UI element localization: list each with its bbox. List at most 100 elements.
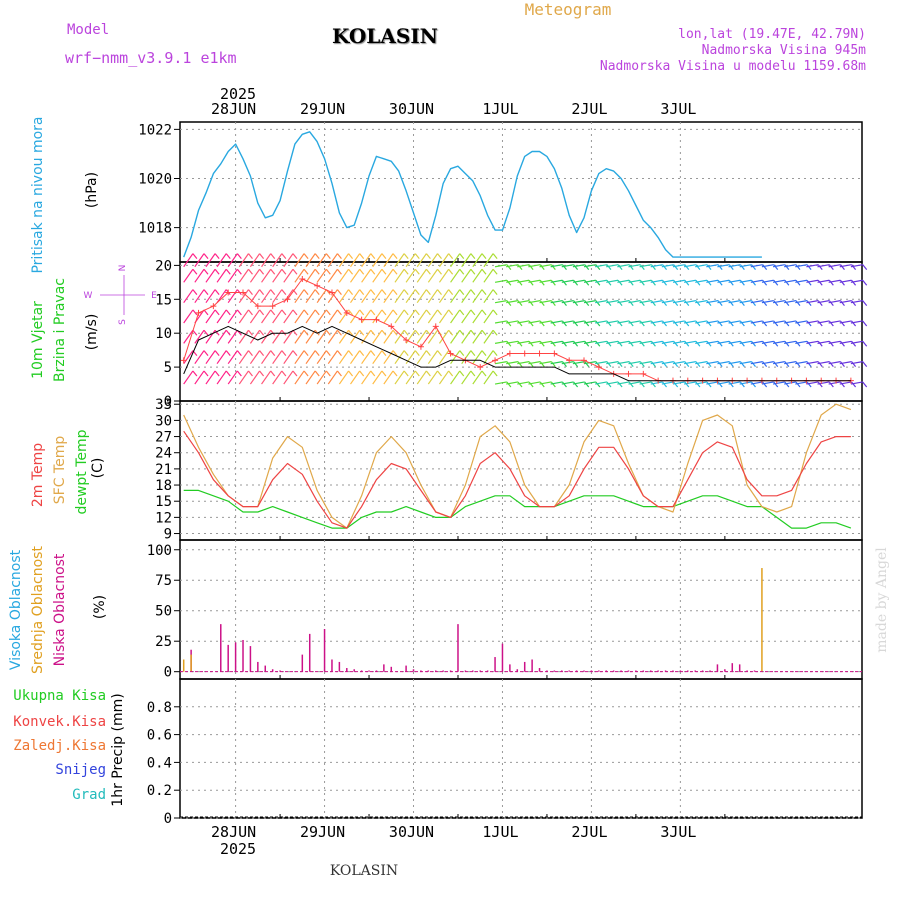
wind-barb — [238, 370, 249, 385]
precip-legend-conv: Konvek.Kisa — [13, 714, 106, 730]
wind-barb — [294, 253, 305, 268]
wind-barb-flag — [573, 279, 579, 286]
wind-barb-flag — [639, 320, 645, 327]
wind-barb-flag — [425, 253, 431, 260]
wind-barb-flag — [470, 289, 476, 295]
wind-barb — [550, 300, 563, 304]
pressure-ytick-label: 1018 — [138, 221, 172, 237]
wind-barb-flag — [817, 279, 823, 286]
wind-barb — [461, 329, 472, 344]
wind-barb-flag — [248, 253, 253, 260]
wind-barb-flag — [851, 381, 857, 388]
wind-barb-flag — [481, 329, 487, 336]
sfc-temp-line — [183, 403, 852, 529]
wind-barb — [806, 320, 819, 324]
wind-barb — [405, 370, 416, 385]
wind-barb — [795, 340, 808, 344]
wind-barb-flag — [550, 300, 556, 306]
wind-barb — [261, 268, 272, 283]
wind-barb-flag — [673, 264, 679, 271]
wind-barb — [305, 350, 316, 365]
wind-barb-flag — [695, 300, 701, 306]
wind-barb-flag — [481, 253, 487, 260]
wind-barb-flag — [617, 320, 623, 327]
wind-barb — [461, 253, 472, 268]
wind-barb-flag — [414, 289, 420, 295]
wind-barb — [784, 300, 797, 304]
wind-barb-flag — [628, 361, 634, 367]
temp-frame — [179, 400, 863, 541]
wind-barb — [394, 268, 405, 283]
wind-barb-flag — [828, 320, 834, 327]
wind-barb-flag — [370, 309, 376, 316]
wind-barb-flag — [506, 381, 512, 388]
wind-barb — [427, 309, 439, 324]
wind-barb — [583, 381, 596, 385]
wind-barb — [361, 268, 372, 283]
wind-barb — [305, 309, 316, 324]
wind-barb-flag — [270, 268, 276, 275]
wind-barb — [806, 279, 819, 283]
wind-label-2: Brzina i Pravac — [52, 278, 68, 382]
wind-barb-flag — [739, 340, 745, 347]
wind-barb — [695, 361, 708, 365]
wind-barb-flag — [392, 253, 398, 260]
wind-barb — [717, 264, 730, 268]
wind-barb — [383, 370, 394, 385]
wind-barb-flag — [539, 381, 545, 388]
cloud-label-high: Visoka Oblacnost — [8, 549, 24, 670]
wind-barb-flag — [862, 300, 868, 306]
wind-barb — [283, 268, 294, 283]
wind-barb — [450, 309, 461, 324]
wind-barb — [261, 309, 272, 324]
wind-barb — [472, 350, 483, 365]
wind-barb — [350, 268, 361, 283]
wind-barb — [661, 300, 674, 304]
gust-point — [432, 323, 439, 330]
wind-barb-flag — [448, 370, 454, 377]
wind-barb — [784, 361, 797, 365]
wind-barb — [572, 279, 585, 283]
wind-barb — [795, 264, 808, 268]
wind-barb-flag — [684, 264, 690, 271]
wind-barb — [394, 329, 405, 344]
wind-barb — [572, 300, 585, 304]
model-label: Model — [67, 22, 109, 38]
wind-barb-flag — [281, 370, 287, 377]
wind-barb — [717, 340, 730, 344]
precip-ytick-label: 0.6 — [147, 728, 172, 744]
wind-barb — [850, 300, 863, 304]
wind-barb — [494, 279, 507, 283]
gust-point — [536, 350, 543, 357]
pressure-line — [183, 131, 762, 258]
wind-barb — [416, 309, 427, 324]
wind-barb — [517, 340, 530, 344]
wind-barb — [205, 253, 216, 268]
wind-barb — [539, 320, 552, 324]
wind-barb — [784, 381, 797, 385]
wind-barb — [695, 264, 708, 268]
wind-barb-flag — [573, 340, 579, 347]
precip-ytick-label: 0.8 — [147, 700, 172, 716]
wind-barb — [450, 350, 461, 365]
wind-barb — [828, 264, 841, 268]
wind-barb — [528, 381, 541, 385]
wind-barb-flag — [259, 329, 265, 336]
wind-barb — [839, 381, 852, 385]
wind-barb-flag — [662, 300, 668, 306]
wind-barb — [472, 253, 483, 268]
wind-barb-flag — [773, 361, 779, 367]
wind-barb-flag — [639, 361, 645, 367]
wind-barb-flag — [414, 350, 420, 356]
wind-barb — [450, 268, 461, 283]
gust-point — [210, 303, 217, 310]
wind-barb-flag — [784, 381, 790, 388]
temp-ytick-label: 21 — [155, 462, 172, 478]
wind-barb-flag — [225, 329, 231, 336]
wind-barb-flag — [728, 279, 734, 286]
wind-barb-flag — [259, 309, 265, 316]
wind-barb-flag — [359, 289, 365, 295]
wind-barb-flag — [392, 309, 398, 316]
gust-point — [284, 296, 291, 303]
wind-barb-flag — [506, 264, 512, 271]
